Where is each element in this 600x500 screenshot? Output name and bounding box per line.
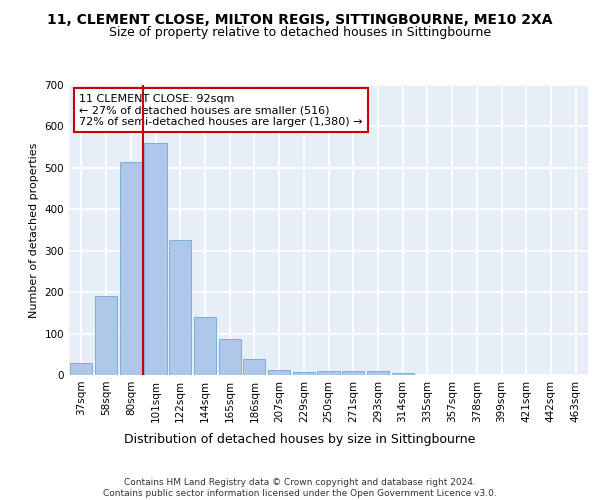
Bar (293, 372, 315, 375)
Bar (169, 240, 191, 375)
Bar (243, 360, 265, 375)
Bar (119, 162, 142, 375)
Bar (392, 372, 414, 375)
Text: Size of property relative to detached houses in Sittingbourne: Size of property relative to detached ho… (109, 26, 491, 39)
Bar (218, 339, 241, 375)
Bar (367, 371, 389, 375)
Bar (342, 371, 364, 375)
Y-axis label: Number of detached properties: Number of detached properties (29, 142, 39, 318)
Text: Distribution of detached houses by size in Sittingbourne: Distribution of detached houses by size … (124, 432, 476, 446)
Text: 11, CLEMENT CLOSE, MILTON REGIS, SITTINGBOURNE, ME10 2XA: 11, CLEMENT CLOSE, MILTON REGIS, SITTING… (47, 12, 553, 26)
Bar (95, 296, 117, 375)
Bar (194, 317, 216, 375)
Text: 11 CLEMENT CLOSE: 92sqm
← 27% of detached houses are smaller (516)
72% of semi-d: 11 CLEMENT CLOSE: 92sqm ← 27% of detache… (79, 94, 363, 127)
Bar (70, 362, 92, 375)
Bar (317, 371, 340, 375)
Text: Contains HM Land Registry data © Crown copyright and database right 2024.
Contai: Contains HM Land Registry data © Crown c… (103, 478, 497, 498)
Bar (145, 143, 167, 375)
Bar (268, 370, 290, 375)
